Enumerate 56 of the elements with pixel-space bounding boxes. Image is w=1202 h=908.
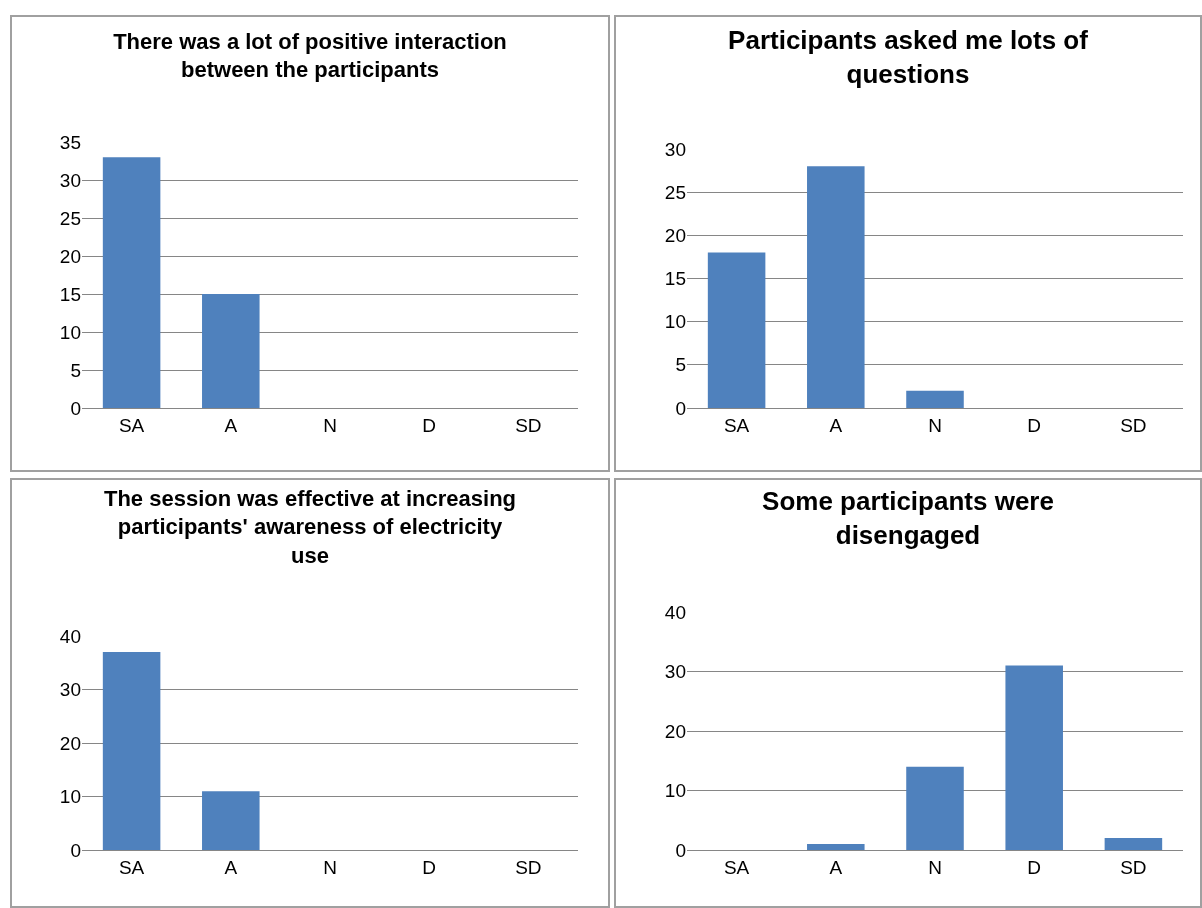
y-tick-label: 30 <box>664 661 686 683</box>
y-tick-label: 25 <box>59 207 81 229</box>
y-tick-label: 0 <box>675 397 686 419</box>
bar <box>906 390 964 408</box>
bar <box>1005 665 1063 850</box>
y-tick-label: 35 <box>59 131 81 153</box>
y-tick-label: 20 <box>664 224 686 246</box>
x-tick-label: SA <box>723 414 750 436</box>
x-tick-label: D <box>1027 414 1042 436</box>
chart-title: Some participants were disengaged <box>762 485 1054 550</box>
x-tick-label: N <box>323 414 337 436</box>
y-tick-label: 40 <box>59 625 81 647</box>
y-tick-label: 5 <box>675 354 686 376</box>
x-tick-label: SD <box>1120 414 1147 436</box>
x-tick-label: SD <box>515 856 542 878</box>
y-tick-label: 15 <box>59 283 81 305</box>
bar <box>1104 838 1163 850</box>
y-tick-label: 5 <box>70 359 81 381</box>
x-tick-label: N <box>323 856 337 878</box>
x-tick-label: A <box>224 856 238 878</box>
x-tick-label: SD <box>1120 856 1147 878</box>
y-tick-label: 25 <box>664 181 686 203</box>
y-tick-label: 0 <box>675 839 686 861</box>
y-tick-label: 0 <box>70 839 81 861</box>
x-tick-label: SA <box>118 856 145 878</box>
y-tick-label: 15 <box>664 268 686 290</box>
y-tick-label: 10 <box>664 780 686 802</box>
chart-title: There was a lot of positive interaction between the participants <box>113 28 507 83</box>
y-tick-label: 10 <box>59 786 81 808</box>
bar <box>807 844 865 850</box>
y-tick-label: 40 <box>664 601 686 623</box>
y-tick-label: 0 <box>70 397 81 419</box>
y-tick-label: 30 <box>664 138 686 160</box>
y-tick-label: 30 <box>59 679 81 701</box>
x-tick-label: N <box>928 414 942 436</box>
y-tick-label: 20 <box>59 732 81 754</box>
x-tick-label: A <box>829 856 843 878</box>
bar <box>906 766 964 850</box>
chart-title: The session was effective at increasing participants' awareness of electricity use <box>103 485 517 568</box>
x-tick-label: SD <box>515 414 542 436</box>
y-tick-label: 10 <box>59 321 81 343</box>
bar <box>807 166 865 408</box>
x-tick-label: SA <box>118 414 145 436</box>
bar <box>707 252 766 408</box>
y-tick-label: 30 <box>59 169 81 191</box>
chart-title: Participants asked me lots of questions <box>728 24 1089 89</box>
y-tick-label: 20 <box>664 720 686 742</box>
x-tick-label: D <box>422 414 437 436</box>
x-tick-label: A <box>829 414 843 436</box>
x-tick-label: N <box>928 856 942 878</box>
x-tick-label: SA <box>723 856 750 878</box>
x-tick-label: D <box>1027 856 1042 878</box>
y-tick-label: 10 <box>664 311 686 333</box>
x-tick-label: A <box>224 414 238 436</box>
x-tick-label: D <box>422 856 437 878</box>
y-tick-label: 20 <box>59 245 81 267</box>
